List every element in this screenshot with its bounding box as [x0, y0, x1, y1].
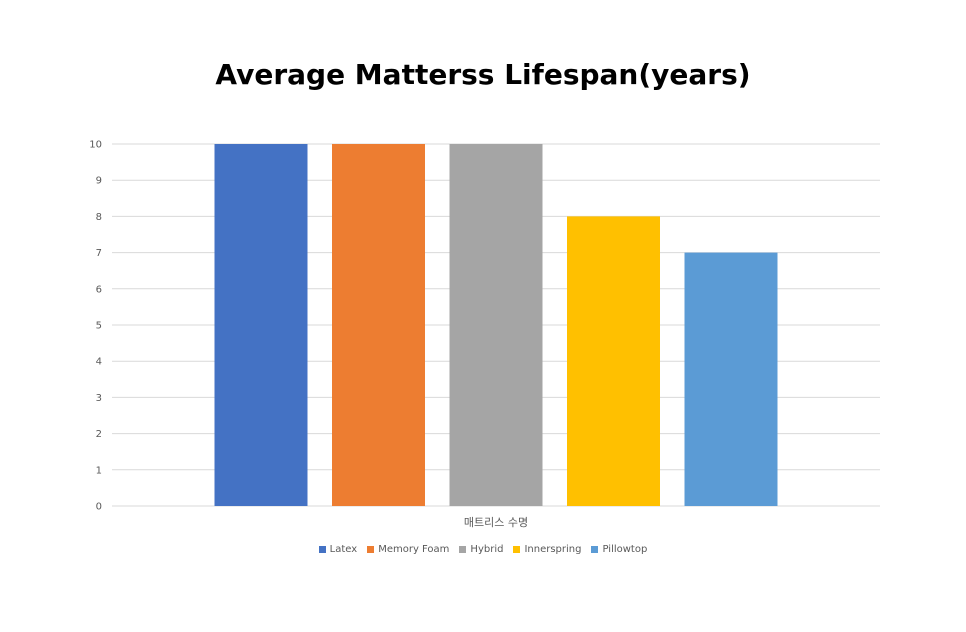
bar-innerspring [567, 216, 660, 506]
bars [214, 144, 778, 506]
bar-hybrid [449, 144, 543, 506]
legend-label: Innerspring [524, 544, 582, 555]
y-tick-label: 4 [96, 357, 102, 368]
y-tick-label: 6 [96, 284, 102, 295]
legend-swatch [367, 546, 375, 553]
chart-title: Average Matterss Lifespan(years) [215, 58, 751, 91]
y-tick-label: 3 [96, 393, 102, 404]
y-tick-label: 10 [89, 140, 102, 151]
legend: Latex Memory Foam Hybrid Innerspring Pillowt… [0, 544, 966, 555]
legend-swatch [318, 546, 326, 553]
y-tick-label: 8 [96, 212, 102, 223]
legend-swatch [459, 546, 467, 553]
bar-memory-foam [332, 144, 425, 506]
bar-pillowtop [684, 252, 778, 506]
y-axis-ticks: 0 1 2 3 4 5 6 7 8 9 10 [89, 140, 102, 513]
x-category-label: 매트리스 수명 [464, 516, 528, 529]
legend-swatch [513, 546, 521, 553]
legend-item: Pillowtop [591, 544, 647, 555]
legend-label: Hybrid [470, 544, 504, 555]
legend-label: Pillowtop [602, 544, 648, 555]
legend-item: Innerspring [513, 544, 581, 555]
y-tick-label: 0 [96, 502, 102, 513]
y-tick-label: 9 [96, 176, 102, 187]
legend-swatch [591, 546, 599, 553]
legend-item: Memory Foam [367, 544, 449, 555]
x-axis-categories: 매트리스 수명 [464, 516, 528, 529]
legend-item: Latex [318, 544, 358, 555]
y-tick-label: 7 [96, 248, 102, 259]
y-tick-label: 2 [96, 429, 102, 440]
y-tick-label: 1 [96, 465, 102, 476]
legend-item: Hybrid [459, 544, 503, 555]
legend-label: Memory Foam [378, 544, 450, 555]
legend-label: Latex [329, 544, 358, 555]
bar-latex [214, 144, 308, 506]
y-tick-label: 5 [96, 321, 102, 332]
